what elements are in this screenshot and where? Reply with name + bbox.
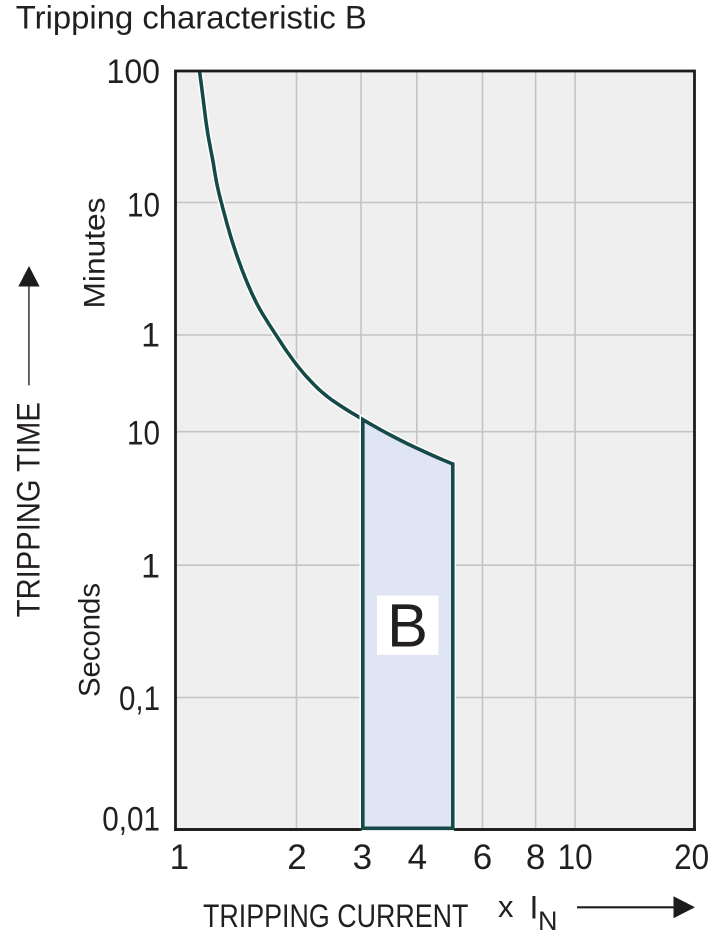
svg-text:6: 6 — [473, 838, 492, 877]
svg-text:0,01: 0,01 — [102, 801, 160, 839]
svg-text:N: N — [538, 906, 558, 936]
svg-text:B: B — [387, 592, 428, 661]
svg-text:10: 10 — [558, 838, 593, 877]
svg-text:x: x — [498, 889, 514, 924]
svg-text:10: 10 — [127, 414, 160, 452]
svg-text:20: 20 — [674, 838, 709, 877]
svg-text:1: 1 — [170, 838, 189, 877]
svg-text:8: 8 — [526, 838, 545, 877]
svg-text:Minutes: Minutes — [79, 198, 112, 309]
svg-text:TRIPPING CURRENT: TRIPPING CURRENT — [203, 898, 468, 934]
svg-text:Tripping characteristic B: Tripping characteristic B — [16, 0, 367, 35]
svg-text:I: I — [530, 889, 539, 925]
svg-text:1: 1 — [141, 316, 160, 354]
svg-text:0,1: 0,1 — [119, 680, 160, 718]
svg-text:1: 1 — [141, 547, 160, 585]
svg-text:10: 10 — [127, 187, 160, 225]
svg-text:100: 100 — [107, 53, 161, 91]
svg-text:3: 3 — [353, 838, 372, 877]
svg-text:2: 2 — [287, 838, 306, 877]
svg-text:TRIPPING TIME: TRIPPING TIME — [10, 402, 46, 617]
svg-text:4: 4 — [408, 838, 427, 877]
svg-text:Seconds: Seconds — [74, 583, 107, 697]
